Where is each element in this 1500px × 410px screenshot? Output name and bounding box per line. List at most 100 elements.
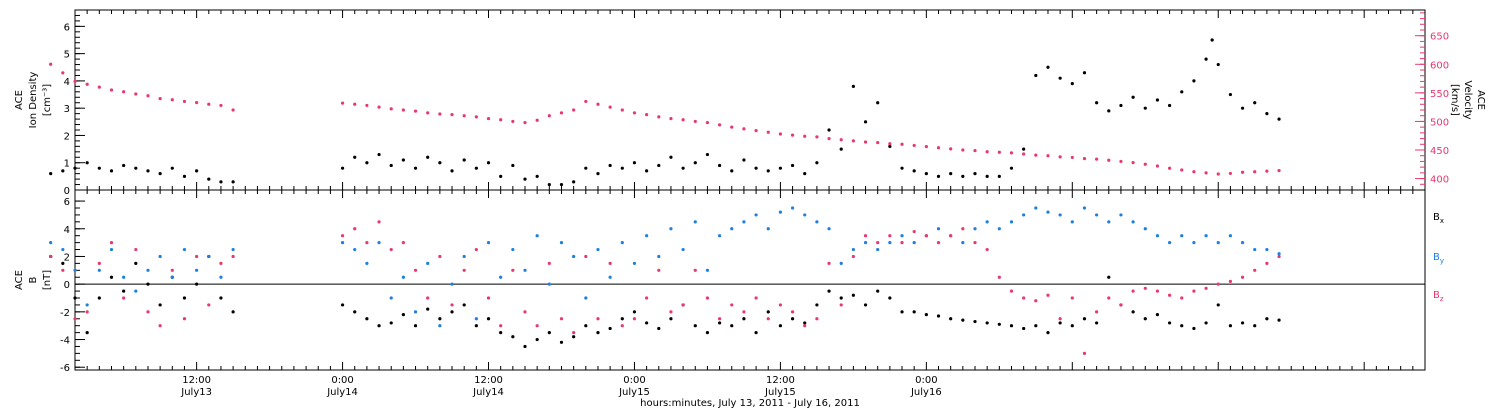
bz-point (49, 254, 53, 259)
velocity-point (803, 134, 807, 138)
by-point (620, 241, 624, 245)
bx-point (1228, 324, 1233, 328)
bx-point (669, 317, 673, 321)
velocity-point (109, 88, 114, 92)
bx-point (426, 307, 430, 311)
bx-point (973, 319, 977, 324)
velocity-point (122, 90, 126, 94)
density-point (1095, 101, 1099, 105)
density-point (888, 144, 892, 148)
bz-point (413, 268, 418, 272)
velocity-point (596, 102, 600, 106)
density-point (122, 163, 126, 168)
density-point (876, 101, 880, 105)
bx-point (888, 296, 892, 300)
velocity-point (474, 115, 478, 119)
bz-point (486, 296, 491, 300)
field-tick-label: -4 (60, 336, 70, 347)
velocity-point (1192, 170, 1196, 174)
velocity-point (997, 150, 1001, 154)
density-axis-ticks: 0 1 2 3 4 5 6 (64, 9, 85, 197)
velocity-point (559, 111, 564, 115)
velocity-point (1009, 151, 1014, 155)
velocity-point (486, 116, 491, 121)
velocity-tick-label: 450 (1430, 146, 1449, 157)
velocity-point (219, 103, 223, 108)
density-tick-label: 0 (64, 186, 70, 197)
date-tick-label: July16 (910, 387, 942, 398)
bz-point (742, 310, 746, 314)
density-point (559, 182, 564, 187)
density-point (657, 163, 661, 168)
velocity-point (547, 114, 551, 118)
density-point (900, 166, 904, 170)
by-point (766, 227, 770, 231)
density-point (620, 166, 624, 170)
density-point (997, 174, 1001, 178)
velocity-point (863, 140, 868, 144)
bz-point (170, 268, 174, 272)
velocity-point (450, 112, 454, 117)
by-point (450, 282, 454, 286)
field-ylabel-line2: B (28, 276, 39, 283)
bottom-series (49, 206, 1281, 355)
density-point (1216, 62, 1220, 67)
bz-point (1119, 303, 1123, 307)
by-point (462, 254, 466, 259)
bx-point (365, 317, 369, 321)
bz-point (377, 220, 381, 224)
by-point (486, 241, 491, 245)
by-point (1265, 247, 1269, 252)
by-point (61, 247, 65, 252)
velocity-point (353, 102, 357, 106)
bz-point (1046, 293, 1050, 297)
velocity-point (462, 114, 466, 118)
density-point (1204, 57, 1208, 61)
time-tick-label: 12:00 (182, 375, 211, 386)
bx-point (693, 324, 697, 328)
bx-point (754, 331, 758, 335)
bx-point (778, 324, 783, 328)
field-ylabel-line3: [nT] (42, 270, 53, 290)
velocity-point (742, 127, 746, 131)
bx-point (608, 326, 612, 331)
by-point (1034, 206, 1038, 210)
bz-point (1009, 289, 1014, 293)
bx-point (85, 331, 89, 335)
by-point (1277, 252, 1281, 256)
density-tick-label: 1 (64, 159, 70, 170)
velocity-point (365, 103, 369, 108)
density-point (912, 169, 916, 173)
density-point (195, 169, 199, 173)
bz-point (474, 247, 478, 252)
velocity-point (61, 71, 65, 75)
bz-point (340, 234, 345, 238)
velocity-point (340, 101, 345, 105)
bz-point (863, 234, 868, 238)
velocity-point (158, 96, 162, 101)
velocity-point (1167, 166, 1172, 170)
bz-point (1277, 254, 1281, 259)
density-point (73, 166, 77, 170)
density-point (778, 166, 783, 170)
legend-entry-by: By (1433, 252, 1444, 265)
density-point (389, 163, 393, 168)
bz-point (815, 317, 819, 321)
velocity-point (1265, 169, 1269, 173)
velocity-point (523, 120, 527, 125)
velocity-point (584, 99, 588, 104)
bx-point (997, 322, 1001, 326)
density-point (973, 172, 977, 176)
bx-point (158, 303, 162, 307)
density-point (863, 120, 868, 124)
velocity-point (851, 139, 855, 143)
velocity-tick-label: 550 (1430, 89, 1449, 100)
by-point (584, 296, 588, 300)
bz-point (1192, 289, 1196, 293)
density-point (1034, 73, 1038, 78)
velocity-tick-label: 650 (1430, 32, 1449, 43)
velocity-point (717, 123, 722, 127)
bx-point (717, 321, 722, 325)
density-point (1009, 166, 1014, 170)
by-point (608, 275, 612, 279)
